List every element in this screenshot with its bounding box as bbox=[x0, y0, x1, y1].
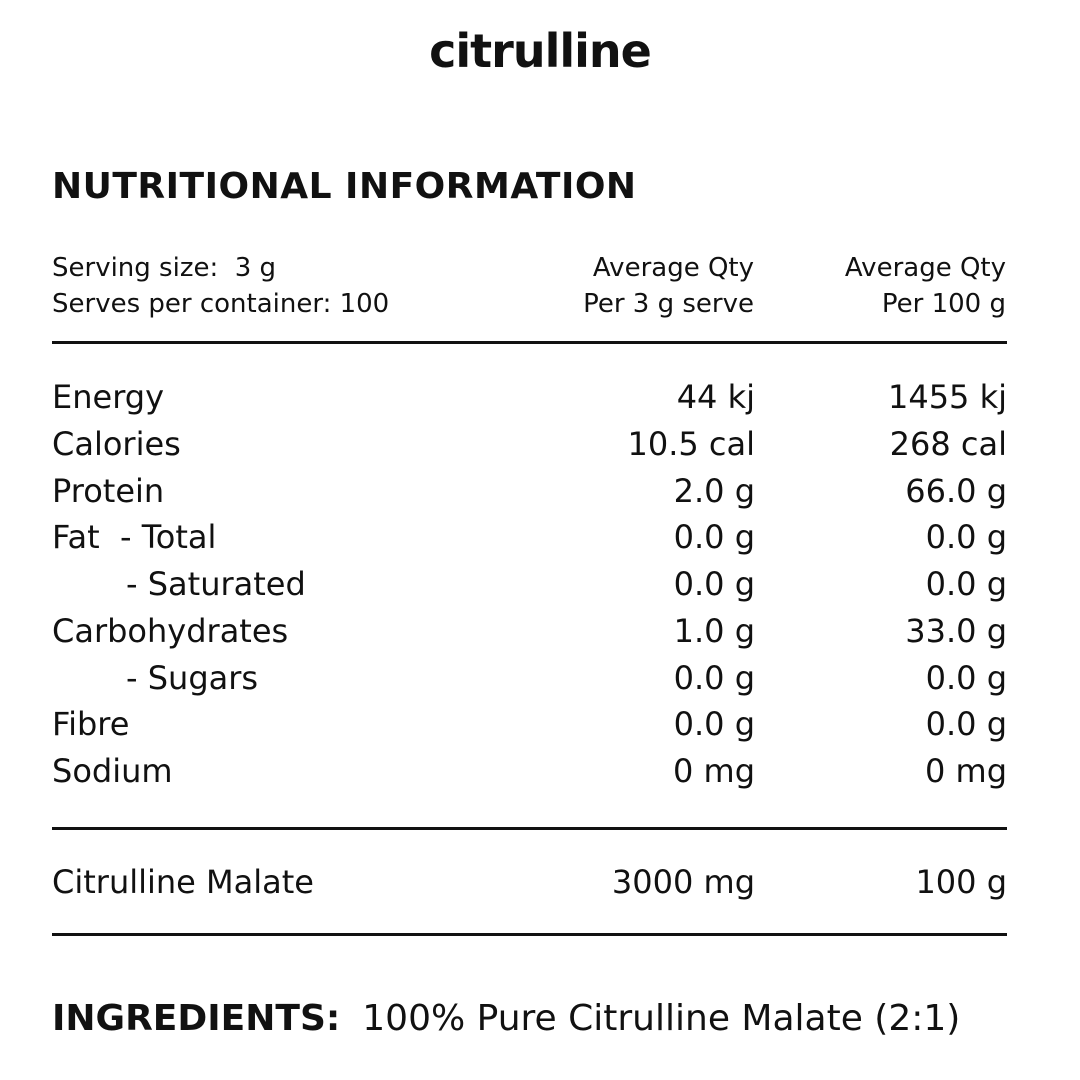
ingredients-label: INGREDIENTS: bbox=[52, 998, 341, 1039]
value-per-100g: 100 g bbox=[915, 863, 1007, 901]
value-per-serve: 10.5 cal bbox=[627, 424, 755, 463]
value-per-serve: 3000 mg bbox=[611, 863, 755, 901]
serving-size: Serving size: 3 g bbox=[52, 253, 277, 283]
nutrient-label: Energy bbox=[52, 378, 165, 416]
table-row: Fat - Total 0.0 g 0.0 g bbox=[52, 514, 1007, 561]
nutrient-label: Calories bbox=[52, 424, 181, 463]
serves-per-container: Serves per container: 100 bbox=[52, 289, 390, 319]
nutrient-label: Sodium bbox=[52, 752, 173, 790]
citrulline-malate-row: Citrulline Malate 3000 mg 100 g bbox=[52, 858, 1007, 906]
value-per-100g: 1455 kj bbox=[887, 378, 1007, 416]
nutrient-label: Citrulline Malate bbox=[52, 863, 314, 901]
value-per-100g: 268 cal bbox=[889, 424, 1007, 463]
value-per-serve: 1.0 g bbox=[673, 611, 755, 650]
value-per-serve: 44 kj bbox=[676, 378, 755, 416]
value-per-100g: 0.0 g bbox=[925, 705, 1007, 744]
product-title: citrulline bbox=[429, 24, 652, 78]
column-header-per-serve-line2: Per 3 g serve bbox=[583, 289, 754, 319]
nutrient-label: Fibre bbox=[52, 705, 130, 744]
column-header-per-serve: Average Qty Per 3 g serve bbox=[583, 250, 754, 322]
nutrition-heading: NUTRITIONAL INFORMATION bbox=[52, 166, 637, 207]
table-row: - Sugars 0.0 g 0.0 g bbox=[52, 655, 1007, 702]
table-row: Sodium 0 mg 0 mg bbox=[52, 748, 1007, 795]
value-per-serve: 0.0 g bbox=[673, 705, 755, 744]
column-header-per-100g-line2: Per 100 g bbox=[881, 289, 1006, 319]
value-per-serve: 0.0 g bbox=[673, 518, 755, 557]
value-per-100g: 0.0 g bbox=[925, 565, 1007, 603]
table-row: Carbohydrates 1.0 g 33.0 g bbox=[52, 608, 1007, 655]
value-per-100g: 33.0 g bbox=[905, 611, 1007, 650]
value-per-100g: 0.0 g bbox=[925, 658, 1007, 697]
column-header-per-100g-line1: Average Qty bbox=[844, 253, 1006, 283]
nutrient-label: Protein bbox=[52, 471, 165, 510]
value-per-serve: 0.0 g bbox=[673, 658, 755, 697]
value-per-serve: 0 mg bbox=[672, 752, 755, 790]
divider-top bbox=[52, 341, 1007, 344]
value-per-100g: 0 mg bbox=[924, 752, 1007, 790]
table-row: Energy 44 kj 1455 kj bbox=[52, 374, 1007, 421]
ingredients: INGREDIENTS: 100% Pure Citrulline Malate … bbox=[52, 994, 960, 1044]
nutrient-table: Energy 44 kj 1455 kj Calories 10.5 cal 2… bbox=[52, 374, 1007, 795]
serving-info: Serving size: 3 g Serves per container: … bbox=[52, 250, 389, 322]
divider-middle bbox=[52, 827, 1007, 830]
nutrient-label: Fat - Total bbox=[52, 518, 217, 557]
table-row: - Saturated 0.0 g 0.0 g bbox=[52, 561, 1007, 608]
value-per-serve: 2.0 g bbox=[673, 471, 755, 510]
nutrient-label: - Sugars bbox=[126, 658, 259, 697]
nutrient-label: - Saturated bbox=[126, 565, 306, 603]
value-per-serve: 0.0 g bbox=[673, 565, 755, 603]
divider-bottom bbox=[52, 933, 1007, 936]
value-per-100g: 0.0 g bbox=[925, 518, 1007, 557]
column-header-per-serve-line1: Average Qty bbox=[592, 253, 754, 283]
nutrient-label: Carbohydrates bbox=[52, 611, 289, 650]
table-row: Protein 2.0 g 66.0 g bbox=[52, 468, 1007, 515]
table-row: Calories 10.5 cal 268 cal bbox=[52, 421, 1007, 468]
table-row: Fibre 0.0 g 0.0 g bbox=[52, 701, 1007, 748]
value-per-100g: 66.0 g bbox=[905, 471, 1007, 510]
ingredients-text: 100% Pure Citrulline Malate (2:1) bbox=[362, 998, 961, 1039]
column-header-per-100g: Average Qty Per 100 g bbox=[845, 250, 1006, 322]
